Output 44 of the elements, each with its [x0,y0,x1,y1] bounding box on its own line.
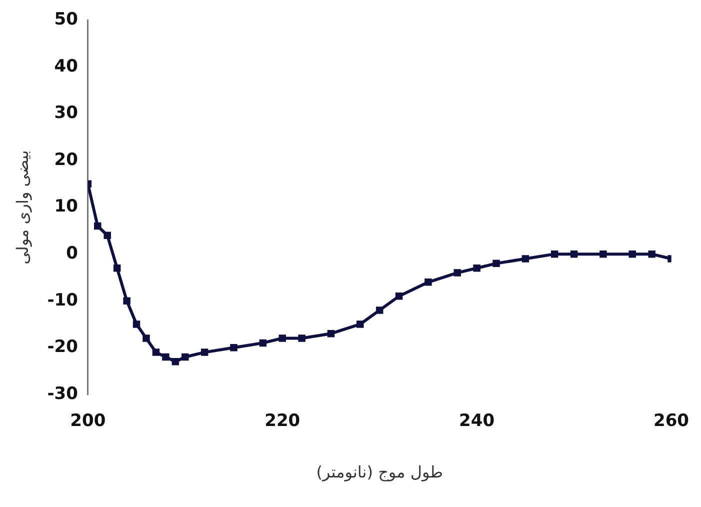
y-axis-title: بیضی واری مولی [12,150,32,264]
point [182,353,189,361]
point [142,334,150,342]
point [628,250,636,258]
point [376,306,384,314]
point [492,260,500,268]
point [298,334,306,342]
x-axis-title: طول موج (نانومتر) [316,462,443,482]
y-tick-label: 30 [54,103,78,124]
x-tick-label: 220 [264,411,300,432]
y-tick-label: -30 [47,384,78,404]
y-tick-label: 10 [54,196,78,217]
point [259,339,267,347]
point [230,344,238,352]
point [172,358,180,366]
point [327,330,335,338]
y-tick-label: 20 [54,150,78,170]
point [648,250,656,258]
point [395,292,403,300]
y-tick-label: 0 [66,243,78,264]
point [278,334,286,342]
point [104,232,111,239]
point [152,348,160,356]
point [132,320,140,328]
x-tick-label: 240 [459,411,495,432]
point [113,264,121,272]
point [473,264,480,272]
point [94,222,102,230]
point [123,297,130,304]
y-tick-label: 40 [54,56,78,76]
point [600,250,607,258]
point [522,255,530,262]
x-tick-label: 200 [70,411,106,432]
point [570,250,578,258]
y-tick-label: -10 [47,290,78,310]
point [454,269,461,276]
point [356,320,364,328]
y-tick-label: 50 [54,10,78,30]
point [550,250,558,258]
y-tick-label: -20 [47,337,78,358]
point [162,353,170,361]
x-tick-label: 260 [654,411,690,432]
point [424,278,432,286]
point [200,348,208,356]
